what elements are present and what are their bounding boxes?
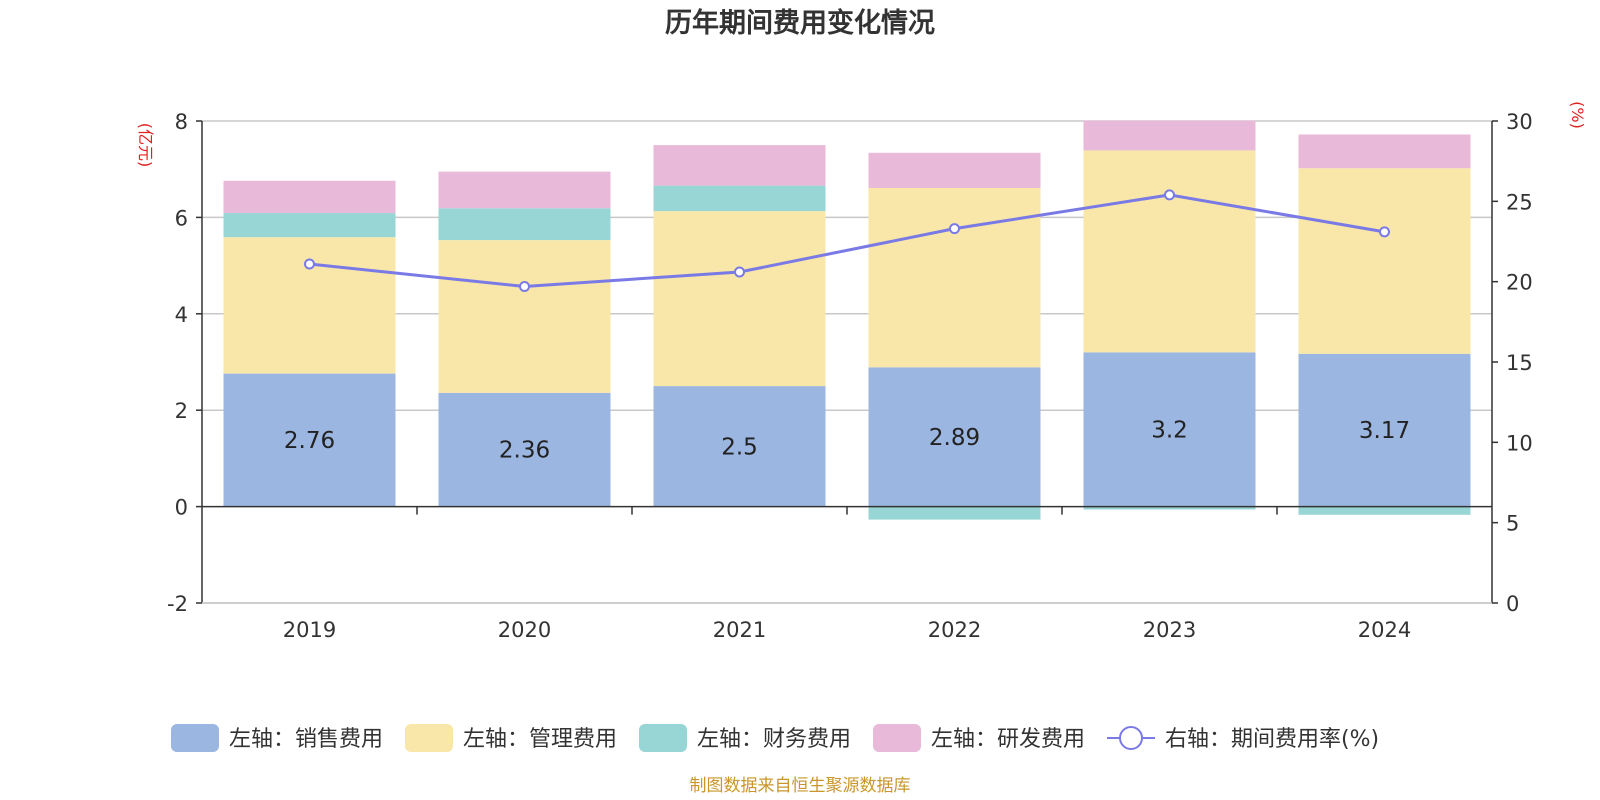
bar-value-label: 2.36 — [499, 438, 550, 464]
axes-layer: -2 0 2 4 6 8 0 5 10 15 20 25 30 2019 2020 2021 2022 2023 2… — [167, 110, 1533, 642]
rate-point — [304, 258, 315, 270]
rate-point — [519, 280, 530, 292]
right-tick-label: 15 — [1506, 351, 1533, 375]
x-tick-label: 2021 — [713, 618, 766, 642]
legend-label: 左轴：管理费用 — [463, 727, 617, 752]
right-tick-label: 20 — [1506, 271, 1533, 295]
x-tick-label: 2022 — [928, 618, 981, 642]
bar-segment — [1083, 120, 1256, 151]
bars-layer — [223, 120, 1471, 520]
legend-label: 左轴：研发费用 — [931, 727, 1085, 752]
left-tick-label: 0 — [175, 496, 188, 520]
bar-value-label: 2.76 — [284, 428, 335, 454]
legend-swatch — [171, 724, 219, 752]
bar-labels-layer: 2.76 2.36 2.5 2.89 3.2 3.17 — [284, 417, 1410, 463]
bar-segment — [868, 506, 1041, 520]
bar-segment — [1298, 134, 1471, 169]
bar-segment — [653, 211, 826, 387]
bar-segment — [1298, 506, 1471, 515]
right-tick-label: 25 — [1506, 190, 1533, 214]
bar-segment — [1298, 168, 1471, 354]
bar-segment — [1083, 150, 1256, 353]
x-tick-label: 2020 — [498, 618, 551, 642]
source-note: 制图数据来自恒生聚源数据库 — [690, 776, 911, 796]
bar-segment — [653, 145, 826, 186]
left-tick-label: 8 — [175, 110, 188, 134]
bar-segment — [223, 180, 396, 214]
legend-marker — [1119, 726, 1143, 750]
bar-segment — [438, 171, 611, 209]
bar-segment — [868, 152, 1041, 188]
right-tick-label: 0 — [1506, 592, 1519, 616]
bar-segment — [223, 213, 396, 238]
left-tick-label: 2 — [175, 399, 188, 423]
right-tick-label: 30 — [1506, 110, 1533, 134]
bar-value-label: 3.17 — [1359, 418, 1410, 444]
bar-segment — [653, 185, 826, 212]
x-tick-label: 2023 — [1143, 618, 1196, 642]
bar-segment — [223, 237, 396, 374]
legend: 左轴：销售费用 左轴：管理费用 左轴：财务费用 左轴：研发费用 右轴：期间费用率(%) — [171, 724, 1379, 752]
left-axis-unit: (亿元) — [136, 123, 155, 168]
chart-title: 历年期间费用变化情况 — [665, 7, 935, 39]
bar-segment — [438, 240, 611, 393]
legend-label: 左轴：财务费用 — [697, 727, 851, 752]
line-layer — [304, 189, 1390, 292]
bar-value-label: 2.5 — [721, 434, 758, 460]
bar-segment — [223, 373, 396, 507]
legend-swatch — [639, 724, 687, 752]
rate-point — [949, 223, 960, 235]
bar-segment — [438, 392, 611, 507]
legend-label: 右轴：期间费用率(%) — [1165, 727, 1379, 752]
left-tick-label: 6 — [175, 206, 188, 230]
rate-point — [734, 266, 745, 278]
bar-value-label: 3.2 — [1151, 417, 1188, 443]
bar-segment — [1083, 506, 1256, 510]
bar-segment — [868, 367, 1041, 507]
right-axis-unit: (%) — [1568, 101, 1587, 129]
rate-point — [1379, 226, 1390, 238]
bar-segment — [1083, 352, 1256, 507]
rate-line — [309, 193, 1385, 288]
left-tick-label: 4 — [175, 303, 188, 327]
right-tick-label: 5 — [1506, 512, 1519, 536]
legend-label: 左轴：销售费用 — [229, 727, 383, 752]
bar-value-label: 2.89 — [929, 425, 980, 451]
rate-point — [1164, 189, 1175, 201]
legend-swatch — [873, 724, 921, 752]
x-tick-label: 2019 — [283, 618, 336, 642]
right-tick-label: 10 — [1506, 431, 1533, 455]
legend-swatch — [405, 724, 453, 752]
bar-segment — [438, 208, 611, 241]
left-tick-label: -2 — [167, 592, 188, 616]
bar-segment — [653, 386, 826, 507]
x-tick-label: 2024 — [1358, 618, 1411, 642]
bar-segment — [1298, 353, 1471, 507]
bar-segment — [868, 187, 1041, 368]
